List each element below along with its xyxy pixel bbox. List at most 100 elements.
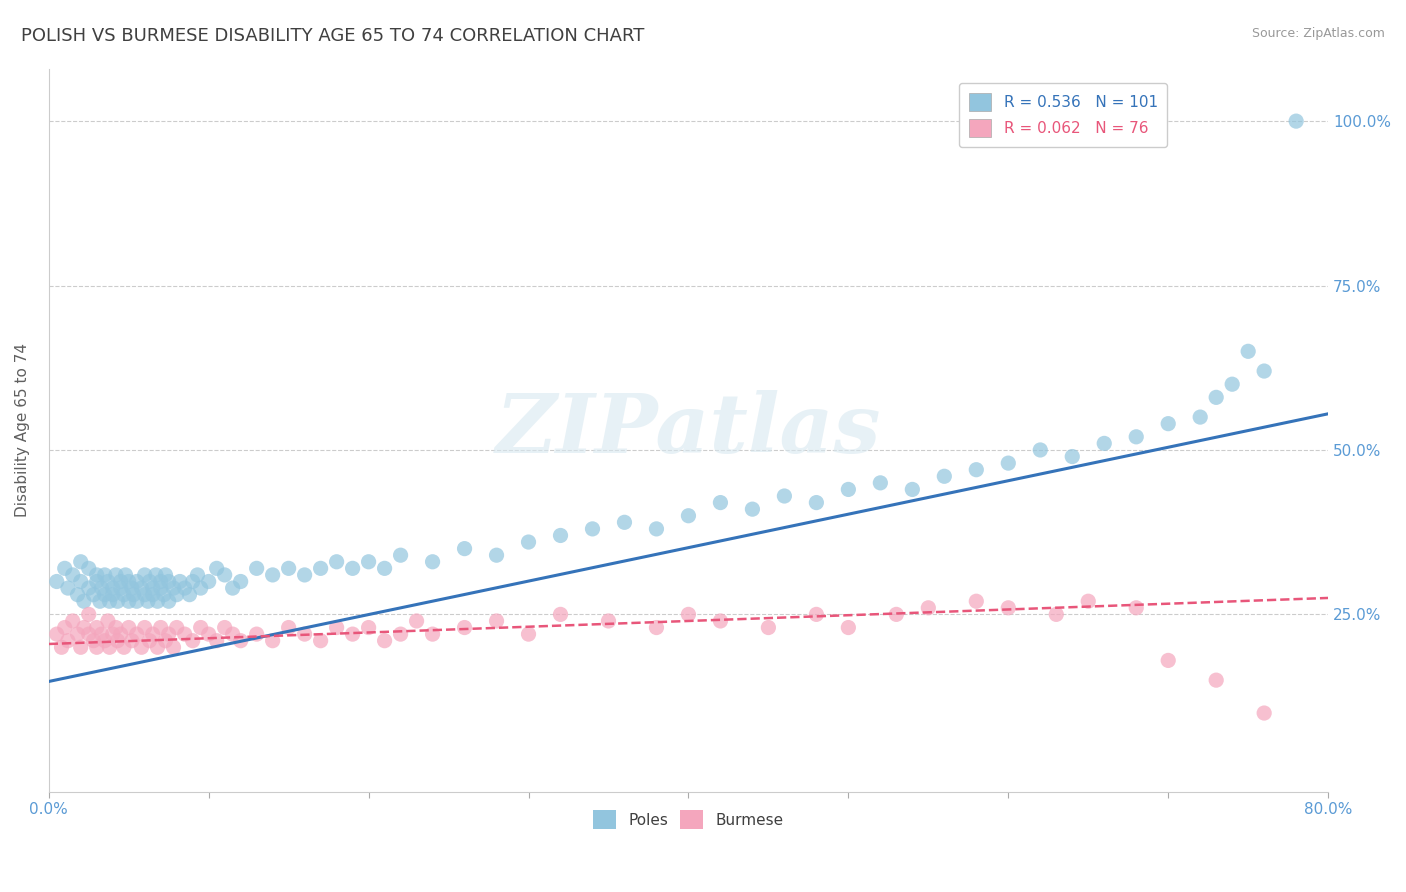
- Point: [153, 588, 176, 602]
- Point: [550, 607, 572, 622]
- Point: [73, 621, 96, 635]
- Point: [125, 627, 148, 641]
- Point: [146, 594, 169, 608]
- Point: [155, 633, 177, 648]
- Point: [125, 594, 148, 608]
- Point: [901, 483, 924, 497]
- Point: [97, 574, 120, 589]
- Point: [741, 502, 763, 516]
- Point: [93, 633, 115, 648]
- Point: [90, 627, 112, 641]
- Point: [262, 568, 284, 582]
- Point: [1253, 706, 1275, 720]
- Point: [146, 640, 169, 655]
- Point: [405, 614, 427, 628]
- Point: [98, 640, 121, 655]
- Point: [229, 574, 252, 589]
- Point: [678, 607, 700, 622]
- Point: [645, 522, 668, 536]
- Point: [118, 621, 141, 635]
- Point: [1092, 436, 1115, 450]
- Point: [134, 621, 156, 635]
- Point: [965, 594, 987, 608]
- Point: [342, 561, 364, 575]
- Point: [157, 574, 180, 589]
- Point: [357, 555, 380, 569]
- Point: [934, 469, 956, 483]
- Point: [45, 574, 67, 589]
- Point: [190, 581, 212, 595]
- Point: [69, 574, 91, 589]
- Point: [86, 568, 108, 582]
- Point: [997, 456, 1019, 470]
- Point: [453, 541, 475, 556]
- Point: [110, 574, 132, 589]
- Point: [374, 633, 396, 648]
- Point: [157, 627, 180, 641]
- Point: [101, 627, 124, 641]
- Point: [197, 574, 219, 589]
- Point: [1125, 600, 1147, 615]
- Y-axis label: Disability Age 65 to 74: Disability Age 65 to 74: [15, 343, 30, 517]
- Text: Source: ZipAtlas.com: Source: ZipAtlas.com: [1251, 27, 1385, 40]
- Point: [806, 607, 828, 622]
- Point: [112, 640, 135, 655]
- Point: [138, 633, 160, 648]
- Point: [118, 574, 141, 589]
- Point: [101, 588, 124, 602]
- Point: [62, 614, 84, 628]
- Point: [66, 627, 89, 641]
- Point: [1189, 410, 1212, 425]
- Point: [69, 640, 91, 655]
- Point: [709, 614, 731, 628]
- Point: [142, 581, 165, 595]
- Point: [62, 568, 84, 582]
- Point: [246, 627, 269, 641]
- Point: [53, 621, 76, 635]
- Point: [121, 633, 143, 648]
- Point: [965, 463, 987, 477]
- Point: [613, 516, 636, 530]
- Point: [205, 561, 228, 575]
- Point: [205, 633, 228, 648]
- Point: [1125, 430, 1147, 444]
- Point: [186, 568, 208, 582]
- Point: [83, 588, 105, 602]
- Point: [342, 627, 364, 641]
- Point: [134, 588, 156, 602]
- Point: [173, 581, 195, 595]
- Point: [357, 621, 380, 635]
- Point: [1285, 114, 1308, 128]
- Point: [166, 621, 188, 635]
- Point: [86, 574, 108, 589]
- Point: [294, 627, 316, 641]
- Point: [77, 627, 100, 641]
- Point: [262, 633, 284, 648]
- Point: [134, 568, 156, 582]
- Point: [678, 508, 700, 523]
- Text: POLISH VS BURMESE DISABILITY AGE 65 TO 74 CORRELATION CHART: POLISH VS BURMESE DISABILITY AGE 65 TO 7…: [21, 27, 644, 45]
- Point: [131, 581, 153, 595]
- Point: [190, 621, 212, 635]
- Point: [422, 555, 444, 569]
- Point: [1045, 607, 1067, 622]
- Point: [93, 588, 115, 602]
- Point: [309, 561, 332, 575]
- Point: [89, 594, 111, 608]
- Point: [110, 627, 132, 641]
- Point: [1237, 344, 1260, 359]
- Point: [1157, 653, 1180, 667]
- Point: [114, 568, 136, 582]
- Point: [1029, 442, 1052, 457]
- Point: [90, 581, 112, 595]
- Point: [1253, 364, 1275, 378]
- Point: [53, 561, 76, 575]
- Point: [66, 588, 89, 602]
- Point: [162, 581, 184, 595]
- Point: [93, 568, 115, 582]
- Point: [86, 621, 108, 635]
- Point: [173, 627, 195, 641]
- Point: [325, 555, 347, 569]
- Point: [122, 588, 145, 602]
- Point: [121, 581, 143, 595]
